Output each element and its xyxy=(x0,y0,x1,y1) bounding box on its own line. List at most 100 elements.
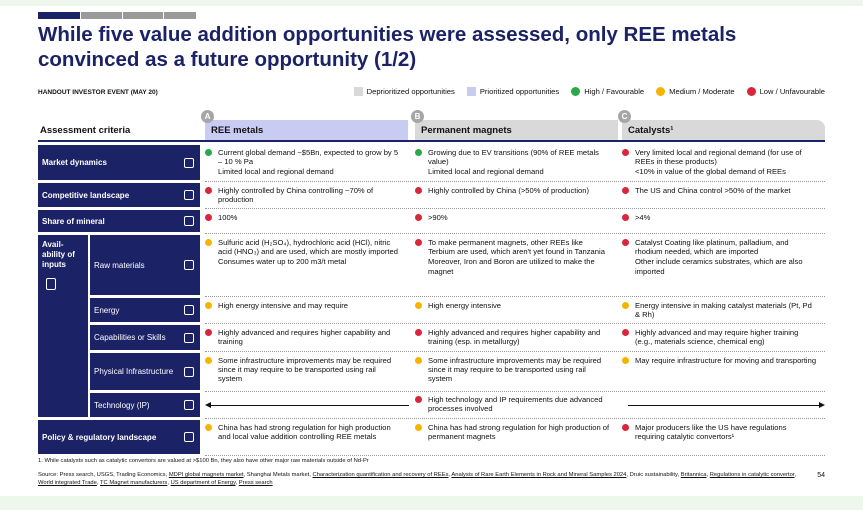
rating-dot xyxy=(622,329,629,336)
source-link[interactable]: Regulations in catalytic convertor xyxy=(709,472,795,478)
source-link[interactable]: World integrated Trade xyxy=(38,480,97,486)
cell-item: The US and China control >50% of the mar… xyxy=(622,186,817,195)
rating-dot xyxy=(622,424,629,431)
table-cell: >4% xyxy=(622,213,817,223)
legend-label: Low / Unfavourable xyxy=(759,87,825,96)
cell-text: Sulfuric acid (H₂SO₄), hydrochloric acid… xyxy=(218,238,398,257)
row-label: Market dynamics xyxy=(38,145,200,180)
progress-segment xyxy=(81,12,122,19)
cell-item: Growing due to EV transitions (90% of RE… xyxy=(415,148,610,166)
cell-text: Highly controlled by China (>50% of prod… xyxy=(428,186,590,195)
cell-item: To make permanent magnets, other REEs li… xyxy=(415,238,610,256)
cell-text: >4% xyxy=(635,213,651,222)
assessment-table: Assessment criteria REE metals A Permanent … xyxy=(0,6,863,466)
cell-text: Highly advanced and requires higher capa… xyxy=(428,328,601,347)
row-label-text: Share of mineral xyxy=(42,216,105,226)
source-link[interactable]: Characterization quantification and reco… xyxy=(312,472,449,478)
row-icon xyxy=(184,332,194,343)
cell-item: China has had strong regulation for high… xyxy=(205,423,400,441)
cell-text: Limited local and regional demand xyxy=(218,167,334,177)
cell-item: >90% xyxy=(415,213,610,222)
row-separator xyxy=(205,455,825,456)
source-link[interactable]: Press search xyxy=(238,480,273,486)
cell-text: Energy intensive in making catalyst mate… xyxy=(635,301,812,320)
row-separator xyxy=(205,233,825,234)
row-icon xyxy=(184,216,194,226)
row-separator xyxy=(205,323,825,324)
event-label: HANDOUT INVESTOR EVENT (MAY 20) xyxy=(38,89,158,96)
cell-item: Very limited local and regional demand (… xyxy=(622,148,817,166)
legend-swatch xyxy=(466,87,476,96)
table-cell: Highly advanced and may require higher t… xyxy=(622,328,817,347)
cell-text: Other include ceramics substrates, which… xyxy=(635,257,803,276)
criteria-header: Assessment criteria xyxy=(40,125,131,136)
table-cell: The US and China control >50% of the mar… xyxy=(622,186,817,196)
source-text: Source: Press search, USGS, Trading Econ… xyxy=(38,472,169,478)
table-cell: Catalyst Coating like platinum, palladiu… xyxy=(622,238,817,277)
cell-item: Highly controlled by China (>50% of prod… xyxy=(415,186,610,195)
rating-dot xyxy=(205,187,212,194)
table-cell: May require infrastructure for moving an… xyxy=(622,356,817,366)
legend-item: Low / Unfavourable xyxy=(746,87,825,96)
rating-dot xyxy=(205,239,212,246)
header-rule xyxy=(38,140,825,142)
progress-segment xyxy=(38,12,80,19)
cell-item: 100% xyxy=(205,213,400,222)
row-separator xyxy=(205,181,825,182)
table-cell: 100% xyxy=(205,213,400,223)
rating-dot xyxy=(415,302,422,309)
column-tab xyxy=(415,120,618,140)
table-cell: High energy intensive xyxy=(415,301,610,311)
legend-label: Deprioritized opportunities xyxy=(366,87,455,96)
source-link[interactable]: US department of Energy xyxy=(170,480,236,486)
rating-dot xyxy=(205,424,212,431)
title: While five value addition opportunities … xyxy=(38,23,737,71)
cell-item: Current global demand ~$5Bn, expected to… xyxy=(205,148,400,166)
rating-dot xyxy=(205,357,212,364)
cell-item: High technology and IP requirements due … xyxy=(415,395,614,413)
table-cell: Highly controlled by China controlling ~… xyxy=(205,186,400,205)
table-cell: High energy intensive and may require xyxy=(205,301,400,311)
rating-dot xyxy=(415,214,422,221)
cell-item: Other include ceramics substrates, which… xyxy=(622,257,817,275)
rating-dot xyxy=(205,149,212,156)
source-text: , xyxy=(96,480,100,486)
rating-dot xyxy=(415,424,422,431)
cell-text: High energy intensive and may require xyxy=(218,301,349,310)
table-cell: Highly controlled by China (>50% of prod… xyxy=(415,186,610,196)
table-cell: Current global demand ~$5Bn, expected to… xyxy=(205,148,400,178)
row-label-text: Policy & regulatory landscape xyxy=(42,432,157,442)
rating-dot xyxy=(415,187,422,194)
source-text: , Shanghai Metals market, xyxy=(243,472,313,478)
group-icon xyxy=(46,278,56,290)
table-cell: Growing due to EV transitions (90% of RE… xyxy=(415,148,610,178)
table-cell: Highly advanced and requires higher capa… xyxy=(205,328,400,347)
source-link[interactable]: TC Magnet manufacturers xyxy=(100,480,168,486)
rating-dot xyxy=(622,149,629,156)
source-text: , xyxy=(706,472,710,478)
legend-label: Prioritized opportunities xyxy=(479,87,560,96)
row-label: Capabilities or Skills xyxy=(90,325,200,350)
progress-segment xyxy=(123,12,163,19)
row-separator xyxy=(205,296,825,297)
row-icon xyxy=(184,190,194,200)
column-letter: A xyxy=(201,110,214,123)
cell-text: China has had strong regulation for high… xyxy=(428,423,610,442)
source-link[interactable]: MDPI global magnets market xyxy=(168,472,244,478)
legend-item: Deprioritized opportunities xyxy=(353,87,455,96)
legend-label: High / Favourable xyxy=(584,87,645,96)
source-link[interactable]: Britannica xyxy=(680,472,707,478)
row-separator xyxy=(205,351,825,352)
legend-swatch xyxy=(656,87,666,96)
rating-dot xyxy=(415,357,422,364)
table-cell: High technology and IP requirements due … xyxy=(415,395,614,414)
row-separator xyxy=(205,208,825,209)
row-label-text: Market dynamics xyxy=(42,158,107,167)
cell-item: <10% in value of the global demand of RE… xyxy=(622,167,817,176)
rating-dot xyxy=(415,329,422,336)
source-link[interactable]: Analysis of Rare Earth Elements in Rock … xyxy=(451,472,627,478)
source: Source: Press search, USGS, Trading Econ… xyxy=(38,471,798,487)
cell-text: 100% xyxy=(218,213,238,222)
table-cell: Some infrastructure improvements may be … xyxy=(205,356,400,385)
table-cell: China has had strong regulation for high… xyxy=(205,423,400,442)
